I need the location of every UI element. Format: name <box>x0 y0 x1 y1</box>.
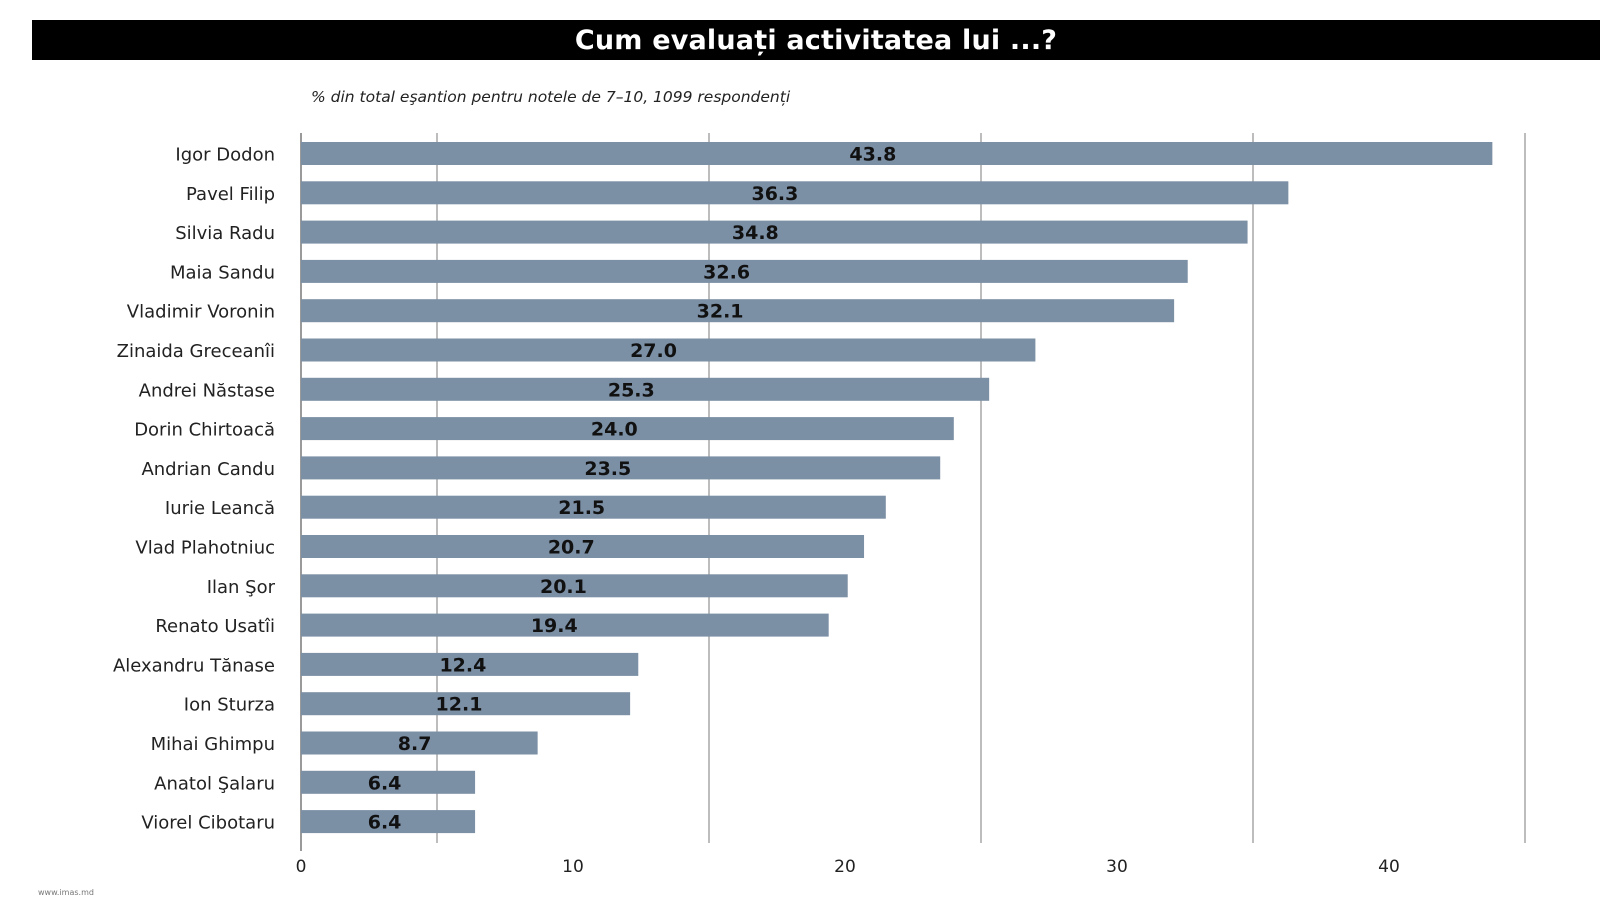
x-tick-label-3: 30 <box>1106 857 1128 877</box>
bar-13 <box>301 652 639 676</box>
bar-5 <box>301 338 1036 362</box>
category-label-11: Ilan Şor <box>207 577 276 598</box>
source-note: www.imas.md <box>38 888 94 897</box>
data-label-10: 20.7 <box>548 537 595 559</box>
x-tick-label-4: 40 <box>1378 857 1400 877</box>
bar-11 <box>301 574 848 598</box>
chart-title: Cum evaluați activitatea lui ...? <box>574 24 1058 56</box>
category-label-8: Andrian Candu <box>141 459 275 480</box>
data-label-6: 25.3 <box>608 379 655 401</box>
bar-0 <box>301 142 1493 165</box>
bar-4 <box>301 299 1175 323</box>
data-label-14: 12.1 <box>436 694 483 716</box>
data-label-11: 20.1 <box>540 576 587 598</box>
data-label-4: 32.1 <box>697 301 744 323</box>
data-label-13: 12.4 <box>439 654 486 676</box>
data-label-2: 34.8 <box>732 222 779 244</box>
data-label-16: 6.4 <box>368 772 402 794</box>
category-label-1: Pavel Filip <box>186 184 275 205</box>
data-label-5: 27.0 <box>630 340 677 362</box>
category-label-5: Zinaida Greceanîi <box>117 341 275 362</box>
bar-7 <box>301 417 954 441</box>
category-label-6: Andrei Năstase <box>139 380 275 401</box>
data-label-12: 19.4 <box>531 615 578 637</box>
category-label-2: Silvia Radu <box>175 223 275 244</box>
bar-10 <box>301 535 865 558</box>
x-tick-label-1: 10 <box>562 857 584 877</box>
data-label-9: 21.5 <box>558 497 605 519</box>
bar-3 <box>301 259 1188 283</box>
data-label-1: 36.3 <box>751 183 798 205</box>
bar-16 <box>301 770 476 794</box>
category-label-17: Viorel Cibotaru <box>141 813 275 834</box>
data-label-8: 23.5 <box>584 458 631 480</box>
category-label-9: Iurie Leancă <box>165 498 275 519</box>
bar-6 <box>301 377 990 401</box>
data-label-7: 24.0 <box>591 419 638 441</box>
category-label-0: Igor Dodon <box>175 145 275 166</box>
bar-8 <box>301 456 941 480</box>
bar-14 <box>301 692 631 716</box>
x-tick-label-0: 0 <box>296 857 307 877</box>
category-label-10: Vlad Plahotniuc <box>135 538 275 559</box>
data-label-17: 6.4 <box>368 812 402 834</box>
data-label-0: 43.8 <box>849 144 896 166</box>
category-label-15: Mihai Ghimpu <box>151 734 275 755</box>
bar-9 <box>301 495 886 519</box>
chart-subtitle: % din total eşantion pentru notele de 7–… <box>311 88 791 106</box>
x-tick-label-2: 20 <box>834 857 856 877</box>
category-label-12: Renato Usatîi <box>155 616 275 637</box>
title-bar: Cum evaluați activitatea lui ...? <box>32 20 1600 60</box>
bar-12 <box>301 613 829 637</box>
category-label-14: Ion Sturza <box>184 695 275 716</box>
category-label-16: Anatol Şalaru <box>154 773 275 794</box>
data-label-15: 8.7 <box>398 733 432 755</box>
bar-2 <box>301 220 1248 244</box>
category-label-3: Maia Sandu <box>170 262 275 283</box>
bar-15 <box>301 731 538 755</box>
data-label-3: 32.6 <box>703 261 750 283</box>
bar-1 <box>301 181 1289 205</box>
category-label-4: Vladimir Voronin <box>127 302 275 323</box>
category-label-13: Alexandru Tănase <box>113 655 275 676</box>
category-label-7: Dorin Chirtoacă <box>134 420 275 441</box>
bar-17 <box>301 810 476 834</box>
